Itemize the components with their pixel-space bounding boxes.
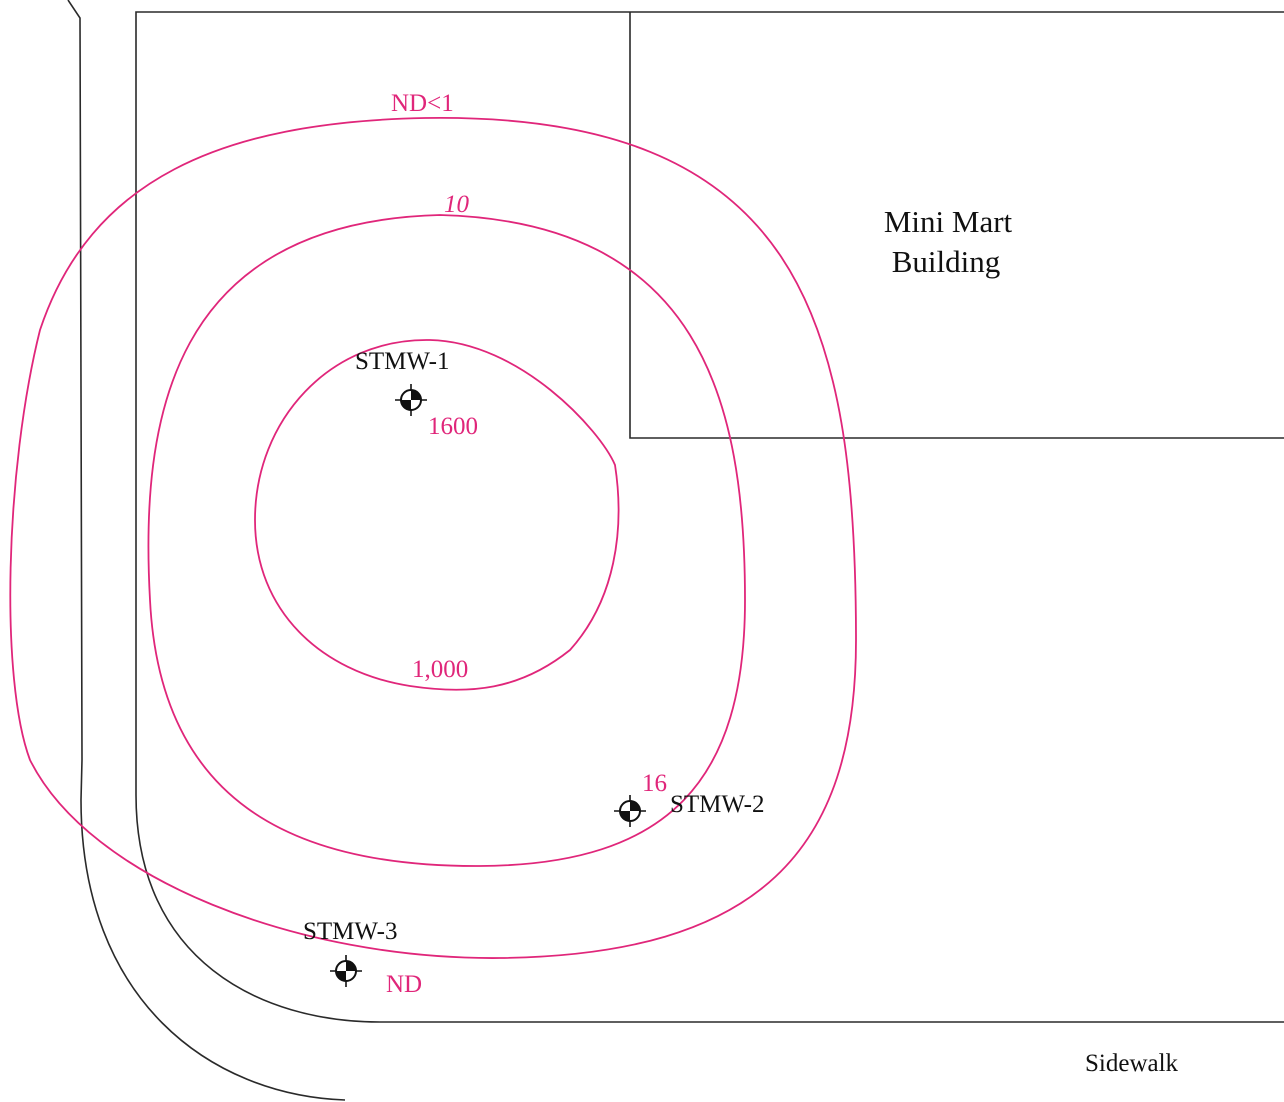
well-name-stmw-1: STMW-1 [355, 348, 449, 375]
sidewalk-label: Sidewalk [1085, 1050, 1179, 1077]
building-label-line1: Mini Mart [884, 204, 1013, 239]
well-name-stmw-2: STMW-2 [670, 791, 764, 818]
road-edge-outer [67, 0, 346, 1101]
mini-mart-building-outline [629, 12, 1284, 439]
well-name-stmw-3: STMW-3 [303, 918, 397, 945]
well-stmw-1[interactable]: STMW-1 1600 [355, 348, 478, 440]
contour-1000 [254, 339, 620, 691]
well-stmw-3[interactable]: STMW-3 ND [303, 918, 422, 998]
well-value-stmw-3: ND [386, 971, 422, 998]
building-label-line2: Building [892, 244, 1001, 279]
monitoring-well-icon [330, 955, 362, 987]
contour-label-10: 10 [444, 191, 470, 218]
well-stmw-2[interactable]: 16 STMW-2 [614, 770, 764, 827]
monitoring-well-icon [614, 795, 646, 827]
well-value-stmw-2: 16 [642, 770, 667, 797]
well-value-stmw-1: 1600 [428, 413, 478, 440]
monitoring-well-icon [395, 384, 427, 416]
contour-10 [147, 214, 746, 867]
lot-boundary [135, 11, 1284, 1023]
contour-label-nd-lt-1: ND<1 [391, 90, 454, 117]
contour-nd-lt-1 [9, 117, 857, 959]
contour-label-1000: 1,000 [412, 656, 468, 683]
